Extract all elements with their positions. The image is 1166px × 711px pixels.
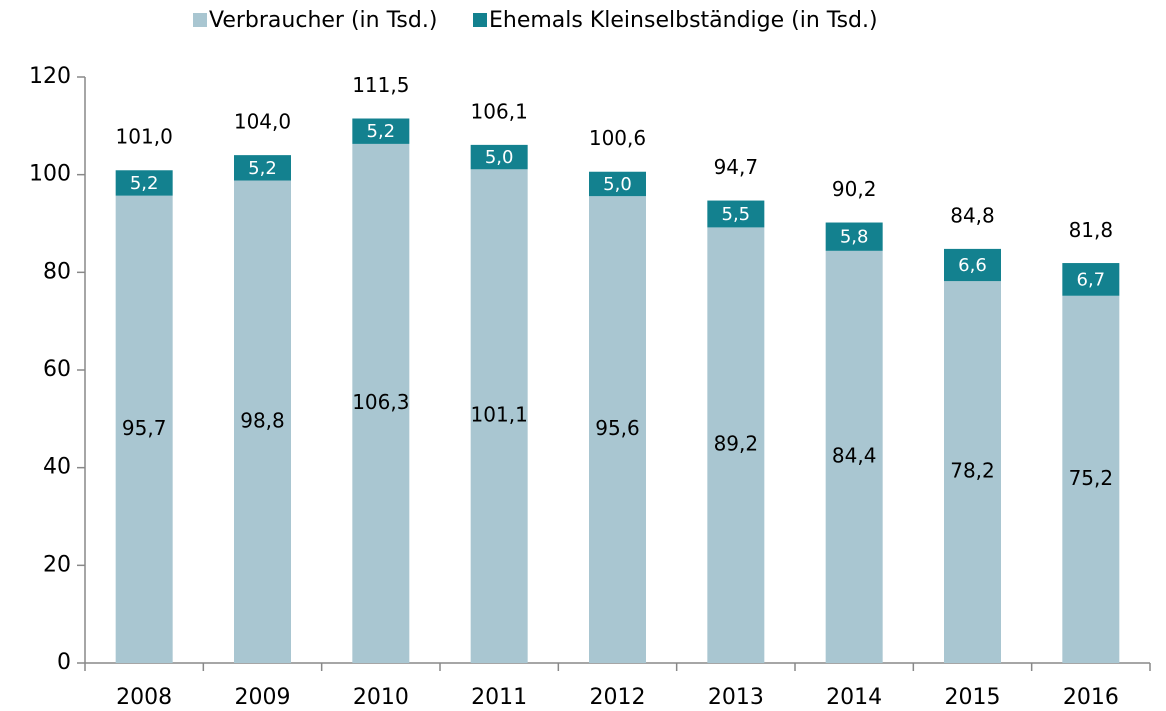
data-label: 78,2 [950, 459, 995, 483]
x-tick-label: 2011 [471, 685, 527, 710]
bar-segment [234, 155, 291, 181]
total-label: 84,8 [950, 203, 995, 227]
bar-segment [825, 222, 883, 251]
legend-swatch [473, 13, 487, 27]
total-label: 94,7 [714, 155, 759, 179]
bar-segment [352, 143, 410, 663]
data-label: 5,0 [603, 174, 632, 195]
y-tick-label: 120 [29, 64, 71, 89]
x-tick-label: 2015 [945, 685, 1001, 710]
data-label: 5,2 [130, 173, 159, 194]
total-label: 100,6 [589, 126, 646, 150]
x-tick-label: 2010 [353, 685, 409, 710]
bar-segment [1062, 295, 1120, 663]
y-tick-label: 80 [43, 259, 71, 284]
data-label: 5,2 [367, 121, 396, 142]
data-label: 84,4 [832, 443, 877, 467]
bar-segment [470, 169, 528, 664]
data-label: 106,3 [352, 390, 409, 414]
x-tick-label: 2013 [708, 685, 764, 710]
x-tick-label: 2016 [1063, 685, 1119, 710]
total-label: 101,0 [116, 124, 173, 148]
bar-segment [825, 250, 883, 663]
data-label: 75,2 [1069, 466, 1114, 490]
y-tick-label: 40 [43, 455, 71, 480]
bar-segment [707, 227, 765, 663]
x-tick-label: 2012 [590, 685, 646, 710]
bar-segment [352, 118, 410, 144]
total-label: 111,5 [352, 73, 409, 97]
y-tick-label: 60 [43, 357, 71, 382]
data-label: 98,8 [240, 408, 285, 432]
data-label: 5,8 [840, 227, 869, 248]
data-label: 5,5 [722, 204, 751, 225]
data-label: 101,1 [471, 403, 528, 427]
data-label: 95,6 [595, 416, 640, 440]
x-tick-label: 2014 [826, 685, 882, 710]
y-tick-label: 0 [57, 650, 71, 675]
x-tick-label: 2009 [235, 685, 291, 710]
bar-segment [707, 200, 765, 228]
bar-segment [589, 171, 646, 197]
bar-segment [944, 248, 1001, 282]
legend-label: Verbraucher (in Tsd.) [209, 8, 437, 33]
bar-segment [115, 195, 173, 664]
total-label: 90,2 [832, 177, 877, 201]
bar-segment [470, 144, 528, 170]
legend-swatch [193, 13, 207, 27]
data-label: 5,2 [248, 158, 277, 179]
total-label: 106,1 [471, 99, 528, 123]
total-label: 104,0 [234, 110, 291, 134]
total-label: 81,8 [1069, 218, 1114, 242]
data-label: 89,2 [714, 432, 759, 456]
bar-segment [589, 196, 646, 664]
bar-segment [234, 180, 291, 663]
y-tick-label: 100 [29, 162, 71, 187]
bar-segment [1062, 263, 1120, 296]
data-label: 6,6 [958, 255, 987, 276]
legend-label: Ehemals Kleinselbständige (in Tsd.) [489, 8, 878, 33]
data-label: 95,7 [122, 416, 167, 440]
bar-segment [115, 170, 173, 196]
y-tick-label: 20 [43, 552, 71, 577]
bar-segment [944, 281, 1001, 663]
data-label: 5,0 [485, 147, 514, 168]
x-tick-label: 2008 [116, 685, 172, 710]
data-label: 6,7 [1077, 269, 1106, 290]
